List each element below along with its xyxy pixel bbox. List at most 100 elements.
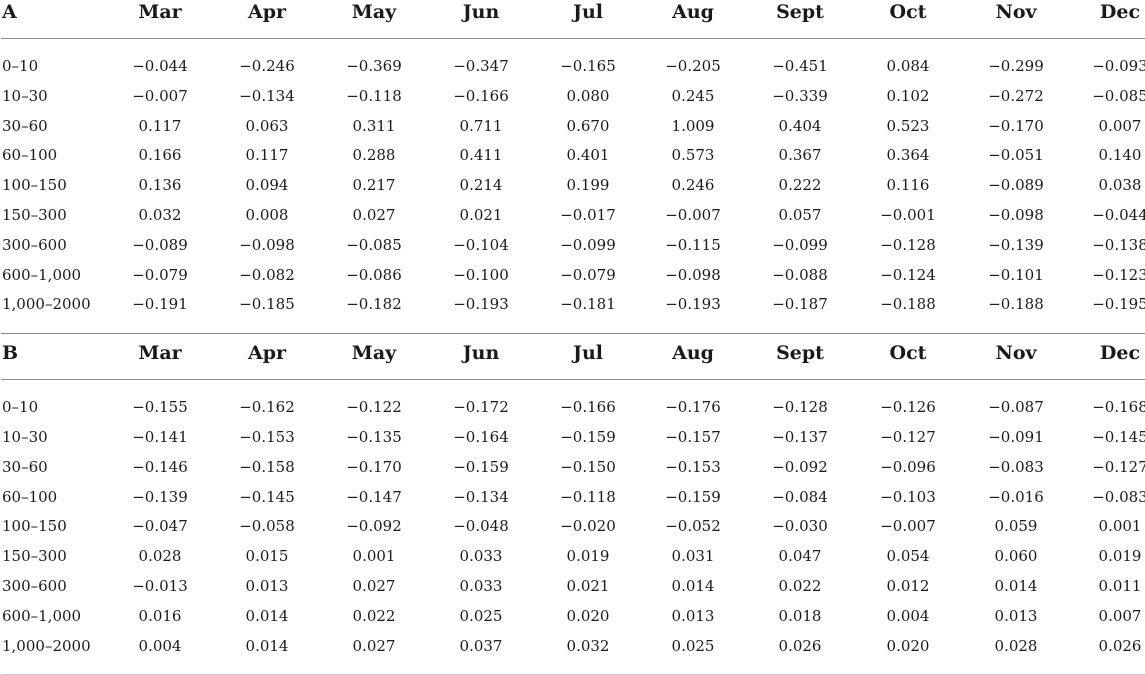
value-cell: 0.102 [886, 86, 930, 105]
table-row: 100–150 −0.047 −0.058 −0.092 −0.048 −0.020 −0.… [0, 511, 1145, 541]
value-cell: 0.037 [459, 636, 503, 655]
value-cell: 0.033 [459, 576, 503, 595]
value-cell: −0.170 [988, 116, 1044, 135]
value-cell: −0.166 [560, 398, 616, 417]
table-section-b: B Mar Apr May Jun Jul Aug Sept Oct Nov Dec 0–10 −0.1… [0, 333, 1145, 674]
section-label: B [2, 342, 19, 365]
value-cell: −0.158 [239, 457, 295, 476]
depth-label: 1,000–2000 [2, 295, 91, 314]
value-cell: −0.128 [880, 235, 936, 254]
value-cell: −0.153 [665, 457, 721, 476]
value-cell: 0.001 [1098, 517, 1142, 536]
value-cell: 0.004 [138, 636, 182, 655]
value-cell: 0.027 [352, 205, 396, 224]
value-cell: −0.083 [1092, 487, 1145, 506]
value-cell: 0.364 [886, 146, 930, 165]
table-row: 60–100 −0.139 −0.145 −0.147 −0.134 −0.118 −0.1… [0, 482, 1145, 512]
column-header: Mar [138, 342, 182, 365]
value-cell: 0.021 [566, 576, 610, 595]
value-cell: −0.369 [346, 57, 402, 75]
column-header: Aug [672, 342, 714, 365]
depth-label: 150–300 [2, 547, 67, 566]
value-cell: 0.015 [245, 547, 289, 566]
value-cell: −0.299 [988, 57, 1044, 75]
table-row: 0–10 −0.155 −0.162 −0.122 −0.172 −0.166 −0.176… [0, 392, 1145, 422]
value-cell: −0.007 [132, 86, 188, 105]
table-row: 1,000–2000 0.004 0.014 0.027 0.037 0.032 0.025… [0, 631, 1145, 661]
value-cell: 0.014 [671, 576, 715, 595]
value-cell: −0.089 [988, 176, 1044, 195]
value-cell: 0.047 [778, 547, 822, 566]
value-cell: −0.170 [346, 457, 402, 476]
column-header: Jul [572, 342, 604, 365]
value-cell: 0.025 [459, 606, 503, 625]
column-header: May [351, 342, 397, 365]
value-cell: −0.115 [665, 235, 721, 254]
value-cell: −0.150 [560, 457, 616, 476]
value-cell: −0.193 [665, 295, 721, 314]
value-cell: −0.153 [239, 427, 295, 446]
value-cell: 0.136 [138, 176, 182, 195]
value-cell: 0.711 [459, 116, 503, 135]
value-cell: −0.098 [988, 205, 1044, 224]
value-cell: −0.181 [560, 295, 616, 314]
value-cell: −0.079 [560, 265, 616, 284]
value-cell: −0.051 [988, 146, 1044, 165]
value-cell: −0.093 [1092, 57, 1145, 75]
value-cell: 0.084 [886, 57, 930, 75]
value-cell: 0.019 [1098, 547, 1142, 566]
value-cell: 0.014 [245, 636, 289, 655]
value-cell: 0.013 [994, 606, 1038, 625]
value-cell: 0.246 [671, 176, 715, 195]
value-cell: 0.028 [994, 636, 1038, 655]
value-cell: −0.127 [880, 427, 936, 446]
value-cell: 0.013 [245, 576, 289, 595]
value-cell: −0.085 [1092, 86, 1145, 105]
value-cell: 0.140 [1098, 146, 1142, 165]
column-header: May [351, 1, 397, 23]
value-cell: 0.004 [886, 606, 930, 625]
value-cell: 0.020 [886, 636, 930, 655]
value-cell: 0.367 [778, 146, 822, 165]
value-cell: −0.182 [346, 295, 402, 314]
value-cell: 0.027 [352, 636, 396, 655]
value-cell: 0.022 [352, 606, 396, 625]
value-cell: 0.025 [671, 636, 715, 655]
value-cell: 0.007 [1098, 116, 1142, 135]
column-header: Nov [995, 1, 1037, 23]
value-cell: −0.104 [453, 235, 509, 254]
table-section-a: A Mar Apr May Jun Jul Aug Sept Oct Nov Dec 0–10 −0.0… [0, 0, 1145, 333]
value-cell: −0.162 [239, 398, 295, 417]
value-cell: 0.080 [566, 86, 610, 105]
depth-label: 0–10 [2, 57, 39, 75]
value-cell: −0.139 [132, 487, 188, 506]
value-cell: −0.166 [453, 86, 509, 105]
value-cell: 0.026 [778, 636, 822, 655]
value-cell: −0.128 [772, 398, 828, 417]
value-cell: 0.094 [245, 176, 289, 195]
value-cell: −0.164 [453, 427, 509, 446]
column-header: Sept [776, 1, 824, 23]
value-cell: −0.048 [453, 517, 509, 536]
value-cell: −0.159 [665, 487, 721, 506]
value-cell: −0.159 [560, 427, 616, 446]
value-cell: −0.126 [880, 398, 936, 417]
value-cell: −0.099 [560, 235, 616, 254]
value-cell: −0.100 [453, 265, 509, 284]
value-cell: 0.021 [459, 205, 503, 224]
value-cell: −0.016 [988, 487, 1044, 506]
value-cell: −0.172 [453, 398, 509, 417]
column-header: Apr [247, 342, 287, 365]
value-cell: 0.404 [778, 116, 822, 135]
column-header: Jun [462, 1, 500, 23]
value-cell: −0.096 [880, 457, 936, 476]
value-cell: 0.026 [1098, 636, 1142, 655]
table-row: 300–600 −0.089 −0.098 −0.085 −0.104 −0.099 −0.… [0, 230, 1145, 260]
value-cell: 0.012 [886, 576, 930, 595]
value-cell: 1.009 [671, 116, 715, 135]
table-row: 60–100 0.166 0.117 0.288 0.411 0.401 0.573 0.36… [0, 140, 1145, 170]
value-cell: −0.195 [1092, 295, 1145, 314]
value-cell: 0.031 [671, 547, 715, 566]
value-cell: −0.085 [346, 235, 402, 254]
value-cell: −0.007 [880, 517, 936, 536]
